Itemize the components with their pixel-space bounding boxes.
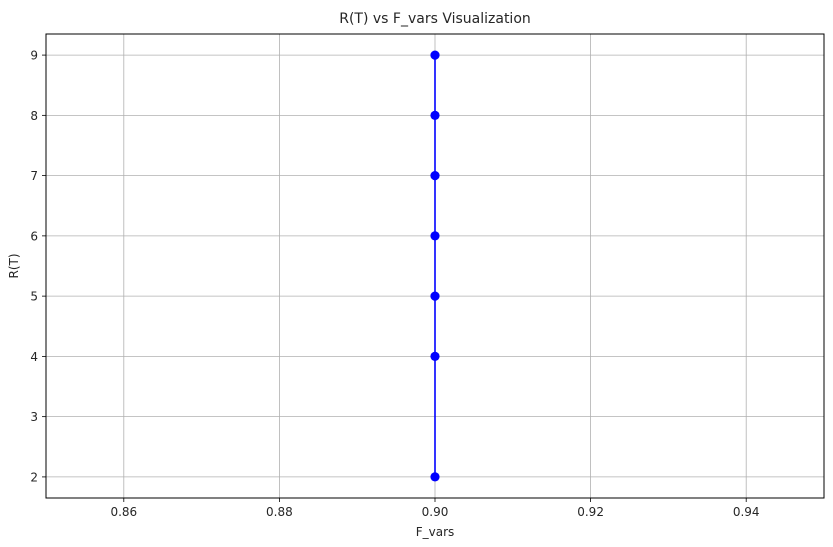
x-tick-label: 0.86 (110, 505, 137, 519)
x-tick-label: 0.94 (733, 505, 760, 519)
series-layer (430, 50, 440, 482)
data-point (430, 231, 440, 241)
x-axis-ticks: 0.86 0.88 0.90 0.92 0.94 (110, 498, 760, 519)
data-point (430, 351, 440, 361)
y-tick-label: 6 (30, 229, 38, 243)
data-point (430, 110, 440, 120)
y-axis-title: R(T) (7, 253, 21, 278)
data-point (430, 171, 440, 181)
x-tick-label: 0.88 (266, 505, 293, 519)
y-tick-label: 2 (30, 470, 38, 484)
y-axis-ticks: 2 3 4 5 6 7 8 9 (30, 49, 46, 484)
y-tick-label: 8 (30, 109, 38, 123)
y-tick-label: 5 (30, 290, 38, 304)
x-tick-label: 0.90 (422, 505, 449, 519)
y-tick-label: 3 (30, 410, 38, 424)
x-axis-title: F_vars (416, 525, 455, 539)
y-tick-label: 4 (30, 350, 38, 364)
chart-title: R(T) vs F_vars Visualization (339, 11, 531, 27)
y-tick-label: 7 (30, 169, 38, 183)
data-point (430, 472, 440, 482)
data-point (430, 50, 440, 60)
x-tick-label: 0.92 (577, 505, 604, 519)
y-tick-label: 9 (30, 49, 38, 63)
data-point (430, 291, 440, 301)
